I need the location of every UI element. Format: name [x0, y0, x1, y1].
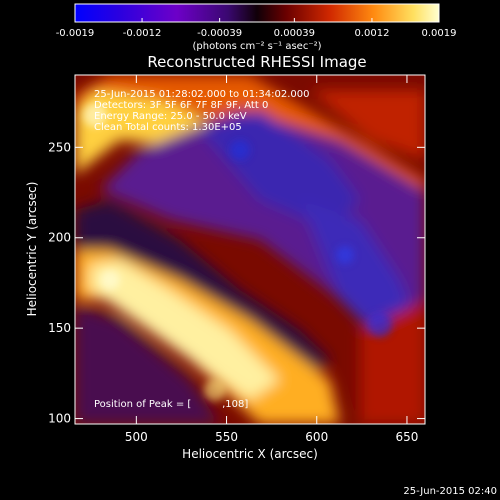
- chart-title: Reconstructed RHESSI Image: [147, 53, 366, 71]
- peak-position-label: Position of Peak = [: [94, 399, 191, 410]
- y-axis-label: Heliocentric Y (arcsec): [25, 182, 39, 317]
- colorbar-tick-label: 0.0012: [354, 28, 389, 39]
- x-tick-label: 650: [396, 430, 419, 444]
- annotation-line: Clean Total counts: 1.30E+05: [94, 122, 242, 133]
- colorbar-ticks: -0.0019 -0.0012 -0.00039 0.00039 0.0012 0.001…: [56, 18, 457, 39]
- colorbar-units: (photons cm⁻² s⁻¹ asec⁻²): [192, 41, 321, 52]
- annotations: 25-Jun-2015 01:28:02.000 to 01:34:02.000…: [94, 89, 310, 133]
- x-tick-label: 600: [305, 430, 328, 444]
- y-axis: 250 200 150 100: [48, 140, 425, 426]
- colorbar-tick-label: -0.0019: [56, 28, 95, 39]
- plot-frame: [74, 74, 426, 425]
- y-tick-label: 200: [48, 231, 71, 245]
- x-axis-label: Heliocentric X (arcsec): [182, 447, 318, 461]
- y-tick-label: 150: [48, 321, 71, 335]
- annotation-line: Detectors: 3F 5F 6F 7F 8F 9F, Att 0: [94, 100, 268, 111]
- colorbar-tick-label: 0.00039: [274, 28, 315, 39]
- x-axis: 500 550 600 650: [125, 75, 419, 444]
- colorbar: -0.0019 -0.0012 -0.00039 0.00039 0.0012 0.001…: [56, 3, 457, 52]
- y-tick-label: 100: [48, 412, 71, 426]
- colorbar-tick-label: -0.00039: [197, 28, 242, 39]
- timestamp: 25-Jun-2015 02:40: [403, 486, 497, 497]
- x-tick-label: 550: [215, 430, 238, 444]
- x-tick-label: 500: [125, 430, 148, 444]
- annotation-line: 25-Jun-2015 01:28:02.000 to 01:34:02.000: [94, 89, 310, 100]
- peak-position-value: ,108]: [203, 399, 248, 410]
- heatmap-image: [75, 75, 425, 424]
- colorbar-strip: [74, 3, 440, 23]
- y-tick-label: 250: [48, 140, 71, 154]
- colorbar-tick-label: 0.0019: [422, 28, 457, 39]
- colorbar-tick-label: -0.0012: [123, 28, 162, 39]
- annotation-line: Energy Range: 25.0 - 50.0 keV: [94, 111, 247, 122]
